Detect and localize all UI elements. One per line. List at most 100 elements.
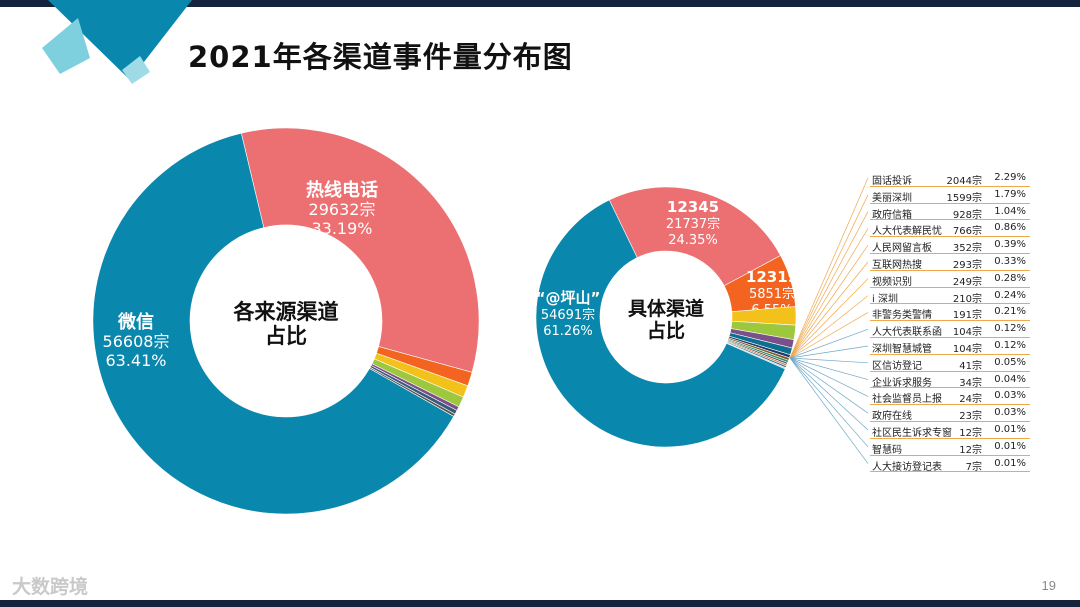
legend-table: 固话投诉 2044宗 2.29% 美丽深圳 1599宗 1.79% 政府信箱 928宗 1.04… (870, 170, 1030, 473)
page-number: 19 (1041, 578, 1056, 593)
donut1-label-0-1: 29632宗 (309, 200, 376, 219)
legend-count: 24宗 (959, 394, 982, 406)
legend-pct: 0.12% (994, 323, 1026, 335)
legend-count: 293宗 (952, 259, 982, 271)
leader-line-16 (789, 357, 869, 448)
legend-name: 人大代表解民忧 (872, 226, 942, 238)
leader-line-10 (789, 345, 869, 359)
legend-count: 12宗 (959, 427, 982, 439)
legend-row: 人大代表联系函 104宗 0.12% (870, 321, 1030, 338)
legend-count: 191宗 (952, 310, 982, 322)
legend-row: 视频识别 249宗 0.28% (870, 271, 1030, 288)
legend-pct: 0.86% (994, 222, 1026, 234)
legend-count: 249宗 (952, 276, 982, 288)
legend-pct: 0.05% (994, 356, 1026, 368)
legend-count: 928宗 (952, 209, 982, 221)
legend-row: 美丽深圳 1599宗 1.79% (870, 187, 1030, 204)
legend-row: 深圳智慧城管 104宗 0.12% (870, 338, 1030, 355)
donut2-label-0-0: 12345 (667, 198, 719, 216)
legend-name: 人大代表联系函 (872, 327, 942, 339)
page-title: 2021年各渠道事件量分布图 (188, 40, 573, 74)
legend-count: 12宗 (959, 444, 982, 456)
donut1-label-7-2: 63.41% (105, 351, 166, 370)
donut1-slice-0 (240, 127, 480, 373)
donut2-label-13-2: 61.26% (543, 324, 593, 339)
legend-pct: 0.03% (994, 390, 1026, 402)
legend-name: 深圳智慧城管 (872, 343, 932, 355)
legend-pct: 1.04% (994, 205, 1026, 217)
leader-line-7 (789, 295, 869, 359)
legend-row: 非警务类警情 191宗 0.21% (870, 304, 1030, 321)
legend-name: 美丽深圳 (872, 192, 912, 204)
legend-name: 固话投诉 (872, 176, 912, 187)
legend-row: 人大代表解民忧 766宗 0.86% (870, 220, 1030, 237)
watermark-text: 大数跨境 (12, 576, 89, 598)
corner-decoration (42, 0, 192, 84)
donut1-label-0-0: 热线电话 (306, 179, 378, 201)
donut2-center-label-1: 占比 (647, 319, 685, 342)
legend-row: 政府在线 23宗 0.03% (870, 405, 1030, 422)
corner-triangle-large (48, 0, 192, 80)
legend-name: 政府信箱 (872, 209, 912, 221)
legend-row: 人民网留言板 352宗 0.39% (870, 237, 1030, 254)
legend-pct: 0.01% (994, 457, 1026, 469)
leader-line-6 (789, 278, 869, 359)
donut1-label-7-1: 56608宗 (103, 332, 170, 351)
legend-pct: 0.12% (994, 339, 1026, 351)
legend-pct: 0.28% (994, 272, 1026, 284)
legend-name: 政府在线 (872, 411, 912, 423)
legend-count: 41宗 (959, 360, 982, 372)
leader-line-8 (789, 312, 869, 359)
legend-row: 互联网热搜 293宗 0.33% (870, 254, 1030, 271)
donut2-slice-13 (535, 199, 786, 448)
legend-pct: 0.33% (994, 255, 1026, 267)
legend-pct: 1.79% (994, 188, 1026, 200)
watermark-logo: 大数跨境 (12, 572, 88, 599)
legend-count: 7宗 (965, 461, 982, 473)
legend-pct: 0.01% (994, 423, 1026, 435)
donut1-center-label-1: 占比 (265, 324, 307, 348)
leader-line-4 (789, 245, 869, 359)
legend-pct: 0.04% (994, 373, 1026, 385)
leader-line-2 (789, 211, 869, 359)
donut2-label-1-0: 12319 (746, 268, 798, 286)
legend-name: 互联网热搜 (872, 259, 922, 271)
legend-count: 34宗 (959, 377, 982, 389)
donut2-center-label-0: 具体渠道 (628, 297, 704, 320)
legend-row: 区信访登记 41宗 0.05% (870, 355, 1030, 372)
leader-line-15 (789, 357, 869, 431)
corner-square-light (42, 18, 90, 74)
leader-line-5 (789, 261, 869, 359)
leader-line-0 (789, 177, 869, 359)
donut2-label-0-1: 21737宗 (666, 216, 720, 232)
legend-pct: 0.39% (994, 239, 1026, 251)
donut1-slice-7 (92, 132, 455, 515)
legend-row: 政府信箱 928宗 1.04% (870, 204, 1030, 221)
leader-line-3 (789, 228, 869, 359)
top-bar (0, 0, 1080, 7)
legend-pct: 0.01% (994, 440, 1026, 452)
legend-count: 2044宗 (946, 176, 982, 187)
legend-pct: 0.03% (994, 407, 1026, 419)
legend-pct: 0.24% (994, 289, 1026, 301)
legend-name: 非警务类警情 (872, 310, 932, 322)
leader-line-14 (789, 357, 869, 414)
leader-line-1 (789, 194, 869, 359)
legend-count: 210宗 (952, 293, 982, 305)
leader-line-9 (789, 328, 869, 359)
donut2-label-13-0: “@坪山” (536, 289, 601, 307)
legend-count: 1599宗 (946, 192, 982, 204)
legend-name: 区信访登记 (872, 360, 922, 372)
legend-name: 人民网留言板 (872, 243, 932, 255)
leader-line-13 (789, 357, 869, 397)
legend-name: 视频识别 (872, 276, 912, 288)
legend-row: 固话投诉 2044宗 2.29% (870, 170, 1030, 187)
donut1-label-0-2: 33.19% (311, 219, 372, 238)
legend-count: 104宗 (952, 343, 982, 355)
legend-row: 智慧码 12宗 0.01% (870, 439, 1030, 456)
legend-pct: 0.21% (994, 306, 1026, 318)
legend-count: 104宗 (952, 327, 982, 339)
legend-row: 社会监督员上报 24宗 0.03% (870, 388, 1030, 405)
bottom-bar (0, 600, 1080, 607)
